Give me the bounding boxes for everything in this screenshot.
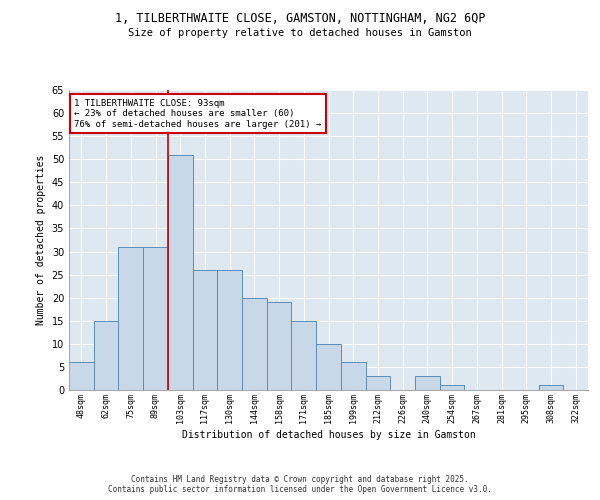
Text: Size of property relative to detached houses in Gamston: Size of property relative to detached ho… [128,28,472,38]
Bar [365,376,390,390]
Bar [69,362,94,390]
Text: 1 TILBERTHWAITE CLOSE: 93sqm
← 23% of detached houses are smaller (60)
76% of se: 1 TILBERTHWAITE CLOSE: 93sqm ← 23% of de… [74,99,322,129]
Bar [341,362,365,390]
Bar [292,321,316,390]
Bar [118,247,143,390]
Text: 1, TILBERTHWAITE CLOSE, GAMSTON, NOTTINGHAM, NG2 6QP: 1, TILBERTHWAITE CLOSE, GAMSTON, NOTTING… [115,12,485,26]
Bar [415,376,440,390]
Bar [242,298,267,390]
Bar [143,247,168,390]
Bar [94,321,118,390]
Y-axis label: Number of detached properties: Number of detached properties [36,155,46,325]
Bar [539,386,563,390]
X-axis label: Distribution of detached houses by size in Gamston: Distribution of detached houses by size … [182,430,475,440]
Bar [217,270,242,390]
Bar [168,154,193,390]
Bar [267,302,292,390]
Text: Contains HM Land Registry data © Crown copyright and database right 2025.
Contai: Contains HM Land Registry data © Crown c… [108,474,492,494]
Bar [316,344,341,390]
Bar [193,270,217,390]
Bar [440,386,464,390]
